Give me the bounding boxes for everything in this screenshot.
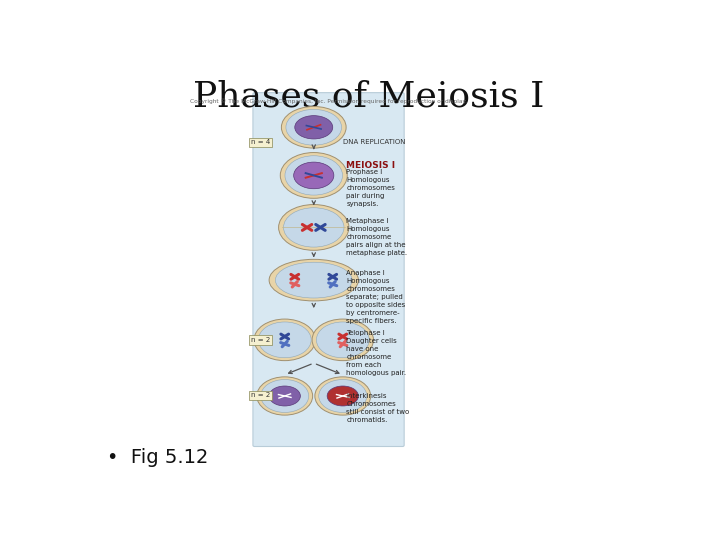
Ellipse shape [269, 259, 359, 301]
Ellipse shape [280, 153, 347, 198]
Text: Anaphase I
Homologous
chromosomes
separate; pulled
to opposite sides
by centrome: Anaphase I Homologous chromosomes separa… [346, 271, 405, 325]
Ellipse shape [319, 380, 366, 413]
Text: Metaphase I
Homologous
chromosome
pairs align at the
metaphase plate.: Metaphase I Homologous chromosome pairs … [346, 218, 408, 255]
Ellipse shape [261, 380, 309, 413]
Ellipse shape [282, 106, 346, 148]
Text: n = 2: n = 2 [251, 393, 270, 399]
Ellipse shape [257, 377, 312, 415]
Text: Telophase I
Daughter cells
have one
chromosome
from each
homologous pair.: Telophase I Daughter cells have one chro… [346, 330, 406, 376]
Text: Prophase I
Homologous
chromosomes
pair during
synapsis.: Prophase I Homologous chromosomes pair d… [346, 169, 395, 207]
Ellipse shape [275, 262, 352, 298]
Ellipse shape [269, 386, 300, 406]
Ellipse shape [279, 205, 349, 250]
Ellipse shape [286, 110, 341, 145]
Text: MEIOSIS I: MEIOSIS I [346, 161, 395, 170]
Ellipse shape [284, 208, 344, 247]
Text: Copyright © The McGraw-Hill Companies, Inc. Permission required for reproduction: Copyright © The McGraw-Hill Companies, I… [190, 98, 467, 104]
Ellipse shape [285, 156, 343, 195]
Ellipse shape [327, 386, 359, 406]
Ellipse shape [294, 162, 334, 188]
Ellipse shape [254, 319, 315, 361]
Ellipse shape [316, 322, 369, 357]
Text: Phases of Meiosis I: Phases of Meiosis I [193, 79, 545, 113]
Text: Interkinesis
Chromosomes
still consist of two
chromatids.: Interkinesis Chromosomes still consist o… [346, 393, 410, 423]
FancyBboxPatch shape [253, 93, 404, 447]
Text: •  Fig 5.12: • Fig 5.12 [107, 448, 208, 467]
Text: DNA REPLICATION: DNA REPLICATION [343, 139, 406, 145]
Text: n = 4: n = 4 [251, 139, 270, 145]
Ellipse shape [258, 322, 311, 357]
Ellipse shape [315, 377, 371, 415]
Ellipse shape [294, 116, 333, 139]
Ellipse shape [312, 319, 374, 361]
Text: n = 2: n = 2 [251, 337, 270, 343]
